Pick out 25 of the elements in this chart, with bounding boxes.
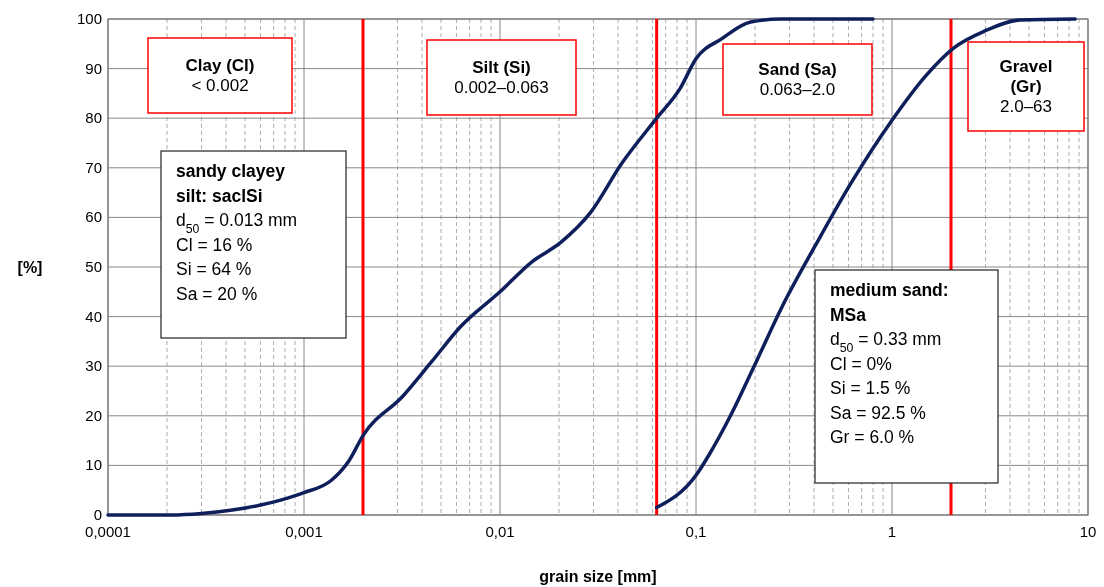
x-tick-label: 0,001 bbox=[285, 523, 323, 540]
x-axis-title: grain size [mm] bbox=[539, 568, 657, 585]
x-tick-label: 0,0001 bbox=[85, 523, 131, 540]
annotation: Gravel (Gr) 2.0–63 bbox=[999, 56, 1053, 116]
annotation: Sand (Sa) 0.063–2.0 bbox=[758, 59, 837, 99]
y-tick-label: 30 bbox=[85, 357, 102, 375]
annotation: Clay (Cl) < 0.002 bbox=[185, 55, 255, 95]
y-tick-label: 70 bbox=[85, 158, 102, 176]
x-tick-label: 0,01 bbox=[485, 523, 515, 540]
annotation: d$_{50}$ = 0.013 mm Cl = 16 % Si = 64 % Sa = 20 % bbox=[176, 210, 298, 304]
y-tick-label: 80 bbox=[85, 109, 102, 127]
y-tick-label: 100 bbox=[76, 10, 102, 27]
y-tick-label: 0 bbox=[93, 506, 102, 523]
x-tick-label: 10 bbox=[1079, 523, 1097, 540]
y-tick-label: 40 bbox=[85, 307, 102, 325]
y-tick-label: 20 bbox=[85, 406, 102, 424]
y-tick-label: 50 bbox=[85, 258, 102, 275]
x-tick-label: 1 bbox=[887, 523, 897, 540]
x-tick-label: 0,1 bbox=[685, 523, 707, 540]
annotation: d$_{50}$ = 0.33 mm Cl = 0% Si = 1.5 % Sa = 92.5 % Gr = 6.0 % bbox=[830, 329, 942, 447]
y-tick-label: 10 bbox=[85, 456, 102, 474]
y-tick-label: 60 bbox=[85, 208, 102, 226]
annotation: Silt (Si) 0.002–0.063 bbox=[454, 57, 549, 97]
y-tick-label: 90 bbox=[85, 59, 102, 77]
y-axis-title: [%] bbox=[17, 259, 43, 276]
